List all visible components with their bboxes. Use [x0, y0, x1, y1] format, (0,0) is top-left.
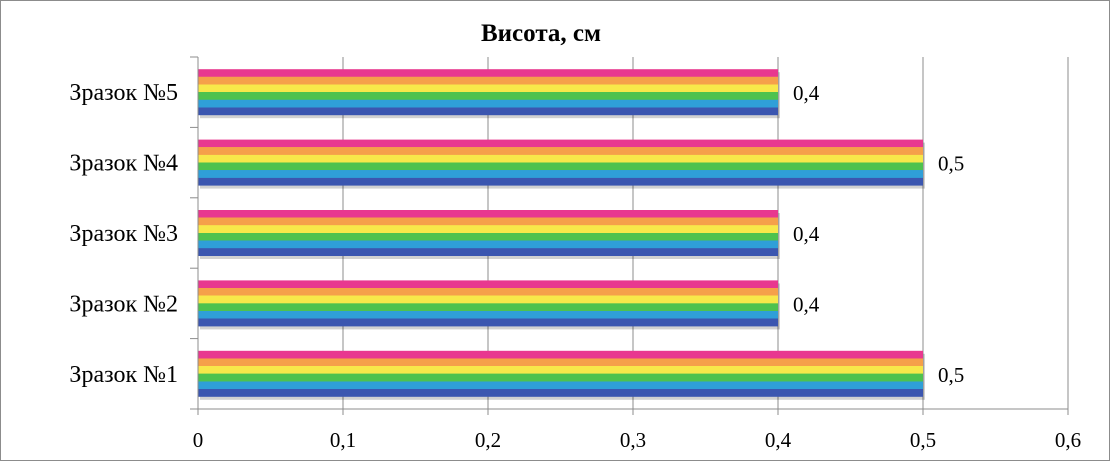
x-tick-label-1: 0,1: [330, 428, 356, 452]
bar-5: [198, 69, 778, 116]
bar-4: [198, 139, 923, 186]
category-label-5: Зразок №5: [69, 80, 178, 106]
x-tick-label-0: 0: [193, 428, 204, 452]
category-label-2: Зразок №2: [69, 291, 178, 317]
bar-2: [198, 280, 778, 327]
x-tick-label-6: 0,6: [1055, 428, 1081, 452]
bar-1: [198, 350, 923, 397]
category-label-3: Зразок №3: [69, 221, 178, 247]
category-label-1: Зразок №1: [69, 362, 178, 388]
category-label-4: Зразок №4: [69, 151, 178, 177]
data-label-3: 0,4: [793, 222, 820, 246]
x-tick-label-3: 0,3: [620, 428, 646, 452]
data-label-1: 0,5: [938, 363, 964, 387]
data-label-5: 0,4: [793, 81, 820, 105]
x-tick-label-5: 0,5: [910, 428, 936, 452]
chart-title: Висота, см: [481, 20, 601, 47]
axes: [190, 56, 1069, 415]
labels: 0 0,1 0,2 0,3 0,4 0,5 0,6 Зразок №1 0,5 Зразок №2…: [69, 80, 1081, 452]
data-label-2: 0,4: [793, 292, 820, 316]
x-tick-label-2: 0,2: [475, 428, 501, 452]
bar-3: [198, 210, 778, 256]
bars: [198, 69, 925, 400]
data-label-4: 0,5: [938, 152, 964, 176]
x-tick-label-4: 0,4: [765, 428, 792, 452]
